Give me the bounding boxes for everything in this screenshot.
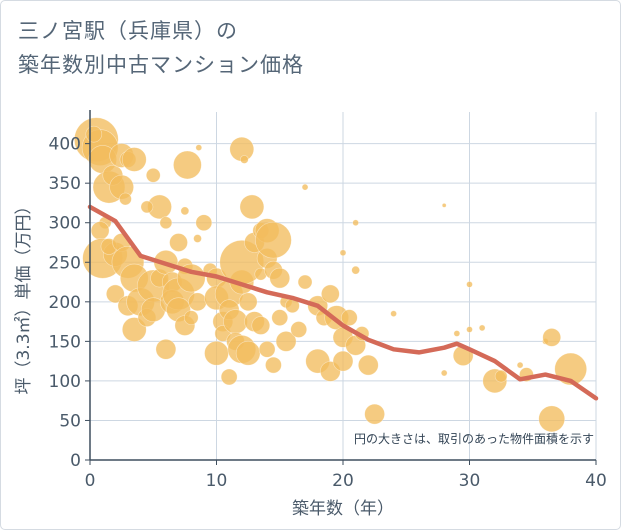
y-tick-label: 100: [49, 372, 81, 392]
bubble-point: [159, 216, 173, 230]
bubble-point: [119, 192, 132, 206]
bubble-point: [332, 350, 354, 372]
bubble-point: [173, 150, 202, 180]
bubble-point: [188, 292, 207, 312]
title-line-2: 築年数別中古マンション価格: [18, 53, 304, 77]
bubble-point: [341, 309, 358, 326]
y-axis-title: 坪（3.3㎡）単価（万円）: [14, 197, 34, 394]
bubble-point: [494, 369, 508, 383]
y-tick-label: 300: [49, 214, 81, 234]
bubble-point: [301, 183, 309, 191]
bubble-point: [466, 326, 473, 333]
y-tick-label: 250: [49, 253, 81, 273]
bubble-point: [478, 324, 486, 332]
bubble-point: [251, 316, 271, 335]
bubble-point: [441, 203, 447, 208]
bubble-point: [290, 321, 308, 338]
x-tick-label: 0: [85, 471, 96, 491]
bubble-point: [223, 309, 248, 334]
bubble-point: [271, 309, 289, 326]
bubble-point: [357, 354, 379, 376]
bubble-point: [352, 219, 359, 227]
y-tick-label: 50: [59, 411, 81, 431]
y-tick-label: 150: [49, 332, 81, 352]
bubble-point: [183, 310, 199, 325]
bubble-point: [220, 368, 238, 386]
trend-line-group: [87, 204, 599, 401]
x-axis-title: 築年数（年）: [292, 499, 394, 519]
page-title: 三ノ宮駅（兵庫県）の 築年数別中古マンション価格: [18, 14, 304, 82]
bubble-point: [275, 331, 297, 352]
y-tick-label: 350: [49, 174, 81, 194]
bubble-point: [180, 206, 190, 216]
bubble-point: [390, 310, 397, 317]
bubble-point: [195, 144, 203, 151]
axes: 0 50 100 150 200 250 300 350 400 0 10 20 30 40: [49, 110, 607, 491]
x-tick-label: 30: [459, 471, 481, 491]
y-tick-label: 200: [49, 293, 81, 313]
trend-line: [87, 204, 599, 401]
bubble-point: [239, 194, 265, 220]
x-tick-label: 40: [585, 471, 607, 491]
bubble-series: [74, 117, 588, 433]
bubble-point: [195, 214, 213, 232]
bubble-point: [240, 155, 249, 164]
bubble-point: [145, 167, 161, 183]
y-tick-label: 0: [70, 451, 81, 471]
bubble-point: [321, 284, 340, 304]
bubble-point: [297, 274, 313, 290]
bubble-point: [542, 328, 562, 347]
bubble-point: [140, 200, 154, 214]
bubble-point: [155, 338, 177, 360]
bubble-point: [258, 340, 276, 358]
bubble-point: [364, 403, 385, 425]
bubble-point: [85, 125, 103, 143]
bubble-point: [265, 356, 282, 374]
bubble-point: [169, 233, 188, 252]
bubble-point: [238, 292, 258, 312]
bubble-point: [351, 265, 360, 275]
bubble-point: [90, 221, 110, 240]
bubble-point: [440, 369, 448, 377]
bubble-point: [453, 330, 461, 337]
bubble-point: [255, 221, 292, 259]
bubble-point: [121, 147, 147, 172]
bubble-point: [339, 249, 347, 257]
bubble-point: [269, 267, 291, 289]
y-tick-label: 400: [49, 135, 81, 155]
x-tick-label: 20: [332, 471, 354, 491]
bubble-point: [538, 405, 566, 433]
x-tick-label: 10: [206, 471, 228, 491]
bubble-point: [235, 340, 261, 366]
bubble-size-note: 円の大きさは、取引のあった物件面積を示す: [354, 431, 594, 446]
bubble-point: [106, 284, 125, 304]
bubble-point: [466, 281, 473, 288]
bubble-point: [204, 340, 229, 366]
bubble-point: [193, 234, 202, 243]
title-line-1: 三ノ宮駅（兵庫県）の: [18, 19, 238, 43]
bubble-point: [516, 361, 524, 369]
